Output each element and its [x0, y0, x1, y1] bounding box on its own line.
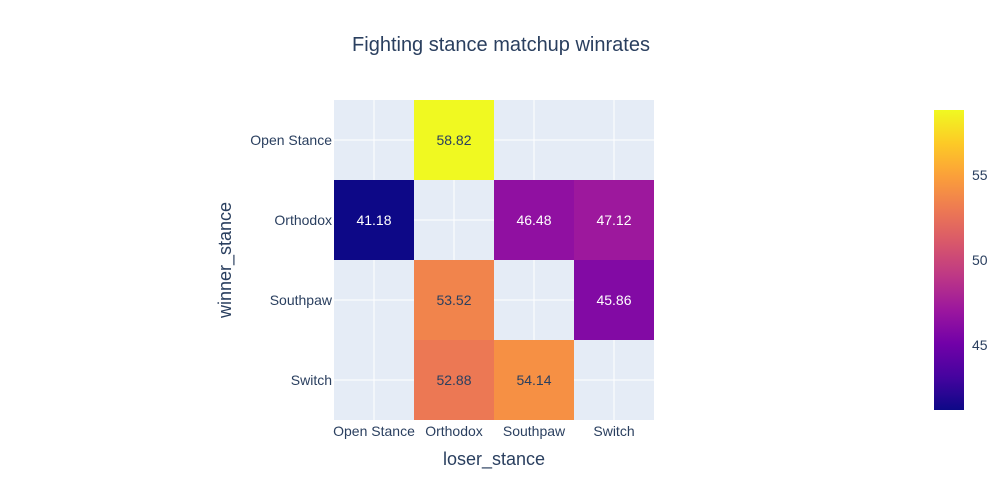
cell-value-label: 52.88: [436, 372, 471, 388]
heatmap-cell: [574, 260, 654, 340]
heatmap-cell: [414, 260, 494, 340]
cell-value-label: 54.14: [516, 372, 551, 388]
x-tick-label: Southpaw: [503, 423, 566, 439]
colorbar-tick-label: 55: [972, 167, 988, 183]
heatmap-cells: [334, 100, 654, 420]
cell-value-label: 46.48: [516, 212, 551, 228]
heatmap-cell: [494, 180, 574, 260]
y-axis-tick-labels: Open Stance Orthodox Southpaw Switch: [250, 132, 333, 388]
heatmap-cell: [414, 340, 494, 420]
x-tick-label: Switch: [593, 423, 634, 439]
cell-value-label: 41.18: [356, 212, 391, 228]
cell-value-labels: 58.82 41.18 46.48 47.12 53.52 45.86 52.88 54.14: [356, 132, 631, 388]
x-axis-tick-labels: Open Stance Orthodox Southpaw Switch: [333, 423, 634, 439]
cell-value-label: 58.82: [436, 132, 471, 148]
chart-title: Fighting stance matchup winrates: [352, 34, 650, 56]
y-tick-label: Open Stance: [250, 132, 332, 148]
heatmap-cell: [414, 100, 494, 180]
heatmap-cell: [334, 180, 414, 260]
y-axis-title: winner_stance: [215, 202, 236, 319]
x-tick-label: Orthodox: [425, 423, 483, 439]
cell-value-label: 47.12: [596, 212, 631, 228]
y-tick-label: Switch: [291, 372, 332, 388]
cell-value-label: 53.52: [436, 292, 471, 308]
colorbar-tick-label: 45: [972, 337, 988, 353]
y-tick-label: Southpaw: [270, 292, 333, 308]
colorbar-tick-label: 50: [972, 252, 988, 268]
x-axis-title: loser_stance: [443, 449, 545, 470]
colorbar-tick-labels: 45 50 55: [972, 167, 988, 353]
cell-value-label: 45.86: [596, 292, 631, 308]
heatmap-cell: [574, 180, 654, 260]
x-tick-label: Open Stance: [333, 423, 415, 439]
colorbar: [934, 110, 964, 410]
heatmap-cell: [494, 340, 574, 420]
y-tick-label: Orthodox: [274, 212, 332, 228]
